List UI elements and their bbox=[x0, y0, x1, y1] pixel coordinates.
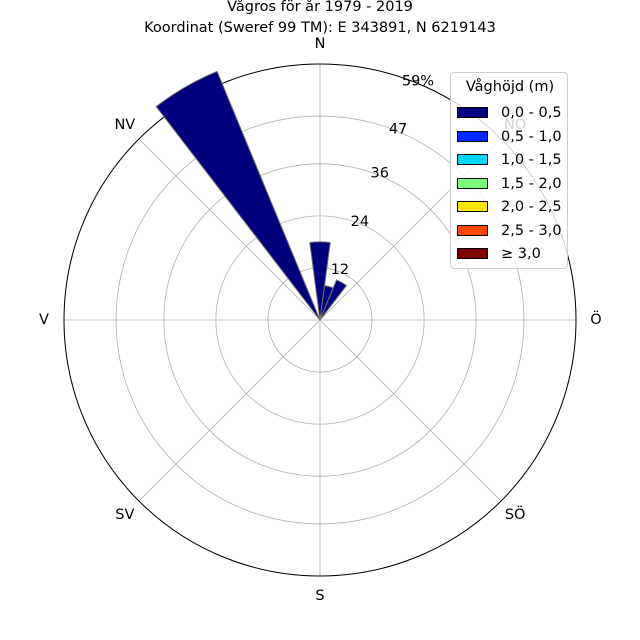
legend-swatch-0 bbox=[457, 107, 488, 118]
grid-spoke-5 bbox=[138, 319, 321, 502]
legend-label-2: 1,0 - 1,5 bbox=[501, 152, 562, 168]
chart-title: Vågros för år 1979 - 2019 bbox=[227, 0, 413, 15]
direction-label-0: N bbox=[315, 36, 326, 52]
legend-swatch-6 bbox=[457, 248, 488, 259]
legend-label-6: ≥ 3,0 bbox=[501, 246, 541, 262]
legend-swatch-4 bbox=[457, 201, 488, 212]
legend-item-4: 2,0 - 2,5 bbox=[457, 198, 567, 218]
legend-label-0: 0,0 - 0,5 bbox=[501, 105, 562, 121]
legend-item-6: ≥ 3,0 bbox=[457, 245, 567, 265]
legend-item-0: 0,0 - 0,5 bbox=[457, 104, 567, 124]
direction-label-7: NV bbox=[114, 117, 135, 133]
legend-item-2: 1,0 - 1,5 bbox=[457, 151, 567, 171]
grid-spoke-3 bbox=[319, 319, 502, 502]
legend-swatch-3 bbox=[457, 177, 488, 189]
direction-label-3: SÖ bbox=[505, 505, 526, 523]
radial-tick-label-3: 47 bbox=[389, 122, 407, 138]
radial-tick-label-1: 24 bbox=[351, 214, 369, 230]
direction-label-6: V bbox=[39, 312, 49, 328]
legend-swatch-1 bbox=[457, 130, 488, 142]
legend: Våghöjd (m) 0,0 - 0,5 0,5 - 1,0 1,0 - 1,5 1… bbox=[450, 72, 568, 269]
rose-sector-3 bbox=[155, 70, 321, 321]
direction-label-5: SV bbox=[115, 507, 134, 523]
direction-label-4: S bbox=[315, 588, 324, 604]
radial-tick-label-4: 59% bbox=[402, 73, 434, 89]
rose-sectors bbox=[155, 70, 348, 321]
legend-title: Våghöjd (m) bbox=[465, 79, 555, 95]
legend-label-1: 0,5 - 1,0 bbox=[501, 128, 562, 145]
legend-item-1: 0,5 - 1,0 bbox=[457, 128, 567, 148]
legend-swatch-2 bbox=[457, 154, 488, 165]
legend-item-5: 2,5 - 3,0 bbox=[457, 222, 567, 242]
legend-label-4: 2,0 - 2,5 bbox=[501, 199, 562, 215]
radial-tick-labels: 12 24 36 47 59% bbox=[331, 73, 434, 277]
polar-frame bbox=[63, 63, 577, 577]
radial-tick-label-2: 36 bbox=[371, 166, 389, 182]
rose-sector-0 bbox=[309, 241, 331, 321]
radial-tick-label-0: 12 bbox=[331, 262, 349, 278]
legend-label-5: 2,5 - 3,0 bbox=[501, 222, 562, 239]
legend-item-3: 1,5 - 2,0 bbox=[457, 175, 567, 195]
chart-subtitle: Koordinat (Sweref 99 TM): E 343891, N 62… bbox=[144, 20, 496, 36]
legend-swatch-5 bbox=[457, 224, 488, 236]
rose-sector-2 bbox=[319, 279, 348, 321]
legend-label-3: 1,5 - 2,0 bbox=[501, 175, 562, 192]
direction-label-2: Ö bbox=[590, 310, 601, 328]
grid-spoke-7 bbox=[138, 138, 321, 321]
